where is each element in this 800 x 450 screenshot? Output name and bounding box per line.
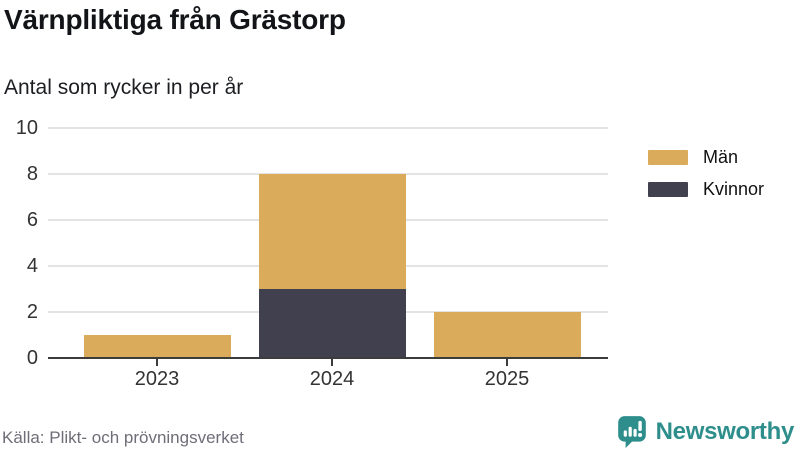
x-axis-label-2024: 2024	[309, 368, 355, 390]
legend-item-män: Män	[648, 147, 764, 168]
bar-segment-män-2024	[258, 174, 406, 289]
legend-label: Kvinnor	[703, 179, 765, 199]
legend-item-kvinnor: Kvinnor	[648, 179, 764, 200]
y-axis-tick-label: 2	[26, 301, 38, 323]
bar-segment-män-2025	[433, 312, 581, 358]
plot-area: 0 2 4 6 8 10 2023 2024 2025	[16, 117, 608, 390]
x-axis-tick	[156, 359, 158, 366]
gridline-10	[48, 127, 608, 129]
newsworthy-logo-text: Newsworthy	[655, 418, 795, 445]
x-axis-label-2023: 2023	[134, 368, 180, 390]
x-axis-label-2025: 2025	[484, 368, 530, 390]
y-axis-tick-label: 0	[26, 347, 38, 369]
y-axis-tick-label: 8	[26, 163, 38, 185]
newsworthy-logo[interactable]: Newsworthy	[617, 415, 794, 449]
chart-title: Värnpliktiga från Grästorp	[4, 4, 346, 35]
chart-subtitle: Antal som rycker in per år	[4, 76, 244, 99]
legend-swatch	[648, 150, 688, 165]
bar-segment-kvinnor-2024	[258, 289, 406, 358]
legend: Män Kvinnor	[648, 147, 764, 200]
gridline-8	[48, 173, 608, 175]
x-axis-tick	[331, 359, 333, 366]
source-attribution: Källa: Plikt- och prövningsverket	[2, 428, 244, 447]
legend-label: Män	[703, 147, 739, 167]
bar-segment-män-2023	[83, 335, 231, 358]
y-axis-tick-label: 6	[26, 209, 38, 231]
x-axis-line	[48, 356, 608, 359]
newsworthy-logo-icon	[617, 416, 646, 448]
legend-swatch	[648, 182, 688, 197]
x-axis-tick	[506, 359, 508, 366]
y-axis-tick-label: 4	[26, 255, 38, 277]
y-axis-tick-label: 10	[15, 117, 38, 139]
